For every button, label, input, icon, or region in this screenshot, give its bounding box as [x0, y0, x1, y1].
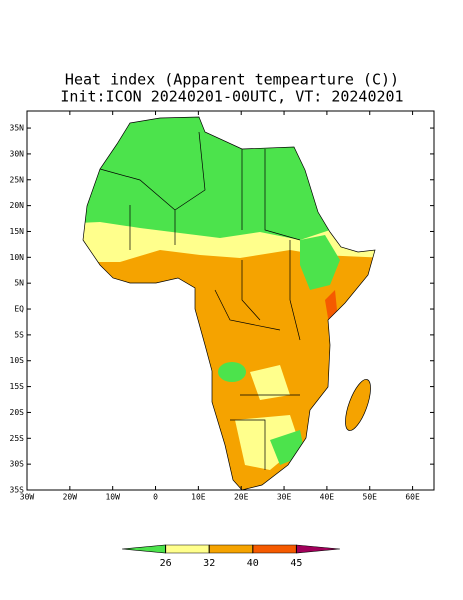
- lat-tick-label: EQ: [14, 305, 24, 314]
- colorbar-label: 45: [290, 558, 302, 569]
- lon-tick-label: 50E: [363, 493, 378, 502]
- lat-tick-label: 30N: [10, 149, 25, 158]
- lon-tick-label: 60E: [405, 493, 420, 502]
- colorbar-label: 40: [247, 558, 259, 569]
- lat-tick-label: 15N: [10, 227, 25, 236]
- lat-tick-label: 35S: [10, 486, 25, 495]
- lon-tick-label: 10W: [105, 493, 120, 502]
- lat-tick-label: 35N: [10, 124, 25, 133]
- colorbar-label: 32: [203, 558, 215, 569]
- colorbar-label: 26: [160, 558, 172, 569]
- lat-tick-label: 25S: [10, 434, 25, 443]
- lat-tick-label: 20N: [10, 201, 25, 210]
- lat-tick-label: 15S: [10, 382, 25, 391]
- heat-index-field: [83, 117, 375, 490]
- title: Heat index (Apparent tempearture (C)): [65, 71, 399, 89]
- lon-tick-label: 20E: [234, 493, 249, 502]
- colorbar-segment: [252, 544, 297, 554]
- colorbar-segment: [165, 544, 210, 554]
- lat-tick-label: 20S: [10, 408, 25, 417]
- lat-tick-label: 30S: [10, 460, 25, 469]
- madagascar: [345, 379, 371, 431]
- lon-tick-label: 30W: [20, 493, 35, 502]
- lon-tick-label: 40E: [320, 493, 335, 502]
- lat-tick-label: 5S: [14, 330, 24, 339]
- lon-tick-label: 0: [153, 493, 158, 502]
- colorbar-segment: [121, 544, 166, 554]
- lat-tick-label: 10N: [10, 253, 25, 262]
- country-borders: [99, 131, 301, 470]
- lat-tick-label: 5N: [14, 279, 24, 288]
- colorbar-segment: [208, 544, 254, 554]
- coastline: [82, 116, 376, 491]
- lon-tick-label: 10E: [191, 493, 206, 502]
- lat-tick-label: 25N: [10, 175, 25, 184]
- plot-frame: [26, 110, 435, 491]
- lon-tick-label: 30E: [277, 493, 292, 502]
- colorbar-segment: [296, 544, 341, 554]
- lon-tick-label: 20W: [63, 493, 78, 502]
- subtitle: Init:ICON 20240201-00UTC, VT: 20240201: [60, 88, 403, 106]
- lat-tick-label: 10S: [10, 356, 25, 365]
